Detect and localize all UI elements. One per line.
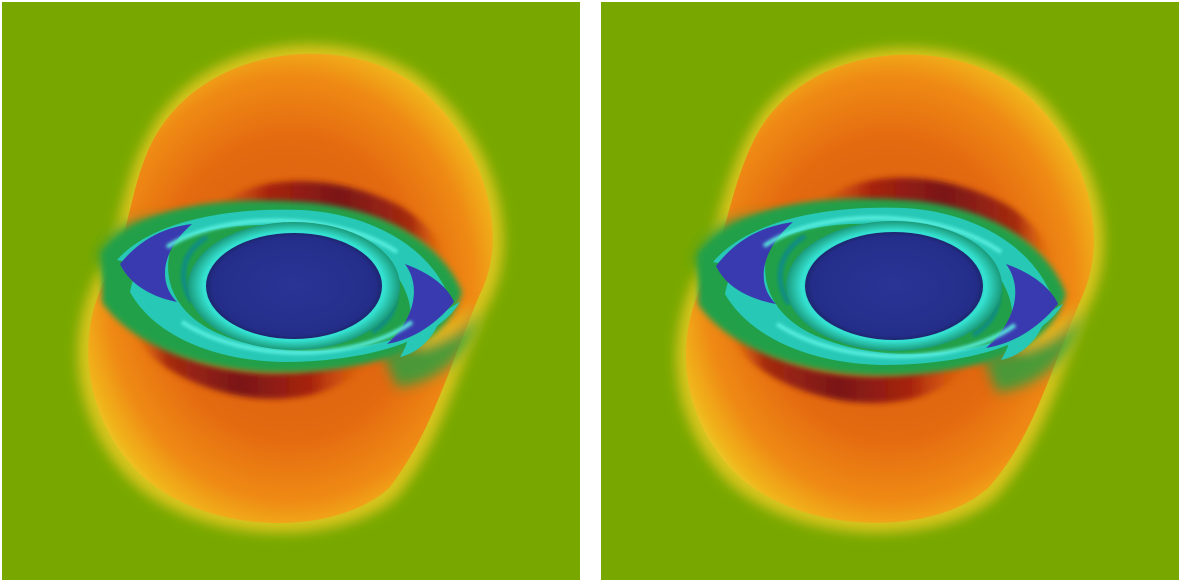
- vortex-core: [206, 233, 382, 339]
- vortex-core: [805, 232, 983, 340]
- flow-field-right: [601, 2, 1179, 580]
- simulation-panel-right: [601, 2, 1179, 580]
- simulation-panel-left: [2, 2, 580, 580]
- flow-field-left: [2, 2, 580, 580]
